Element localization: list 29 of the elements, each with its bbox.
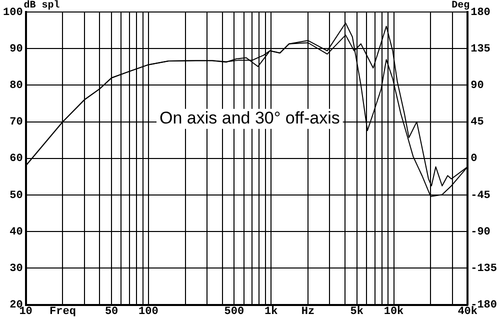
x-tick-label: 500 [224,306,244,318]
y-tick-label: 80 [10,80,23,92]
y-tick-label: 30 [10,262,23,275]
x-tick-label: 40k [458,306,478,318]
y-tick-label: 70 [10,116,23,129]
x-tick-label: 1k [264,306,278,318]
y-axis-title: dB spl [24,0,60,12]
x-tick-label: 100 [138,306,158,318]
y2-axis-title: Deg [452,0,470,12]
x-tick-label: 5k [350,306,364,318]
y2-tick-label: 90 [470,80,484,92]
y-tick-label: 50 [10,190,23,202]
x-tick-label: 50 [104,306,118,318]
y2-tick-label: 45 [470,116,484,129]
x-tick-label: Freq [50,306,76,318]
x-tick-label: 10k [384,306,404,318]
y2-tick-label: 135 [470,43,491,56]
y-tick-label: 90 [10,43,23,56]
x-tick-label: 10 [19,306,32,318]
y2-tick-label: 180 [470,6,490,19]
y2-tick-label: 0 [470,153,478,166]
x-tick-label: Hz [301,306,315,318]
y2-tick-label: -90 [470,226,490,238]
y-tick-label: 100 [2,6,23,19]
annotation: On axis and 30° off-axis [160,108,340,128]
y-tick-label: 60 [10,153,23,166]
y2-tick-label: -45 [470,190,491,202]
y2-tick-label: -135 [470,262,498,275]
y-tick-label: 40 [10,226,23,238]
